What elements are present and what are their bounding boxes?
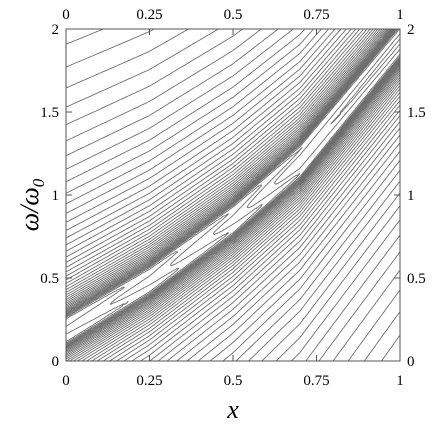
x-tick-label-top: 0.5 <box>224 7 243 23</box>
x-axis-label: x <box>226 395 239 424</box>
y-tick-label-left: 0 <box>52 354 60 370</box>
contour-lines <box>66 29 400 361</box>
x-tick-label-bottom: 0.5 <box>224 373 243 389</box>
y-tick-label-right: 2 <box>407 22 415 38</box>
x-tick-label-top: 0.25 <box>136 7 162 23</box>
y-tick-label-left: 1 <box>52 188 60 204</box>
y-axis-label-main: ω/ω <box>15 187 44 231</box>
y-tick-label-left: 2 <box>52 22 60 38</box>
y-axis-label-subscript: 0 <box>29 178 48 187</box>
x-tick-label-top: 0.75 <box>303 7 329 23</box>
x-tick-label-bottom: 0.75 <box>303 373 329 389</box>
y-tick-label-right: 0.5 <box>407 271 426 287</box>
x-tick-label-top: 1 <box>396 7 404 23</box>
y-tick-label-right: 0 <box>407 354 415 370</box>
x-tick-label-bottom: 0 <box>62 373 70 389</box>
x-tick-label-top: 0 <box>62 7 70 23</box>
y-tick-label-left: 0.5 <box>40 271 59 287</box>
contour-path <box>66 29 400 361</box>
y-axis-label: ω/ω0 <box>15 178 48 231</box>
x-tick-label-bottom: 1 <box>396 373 404 389</box>
y-tick-label-right: 1.5 <box>407 105 426 121</box>
x-tick-label-bottom: 0.25 <box>136 373 162 389</box>
y-tick-label-right: 1 <box>407 188 415 204</box>
y-tick-label-left: 1.5 <box>40 105 59 121</box>
